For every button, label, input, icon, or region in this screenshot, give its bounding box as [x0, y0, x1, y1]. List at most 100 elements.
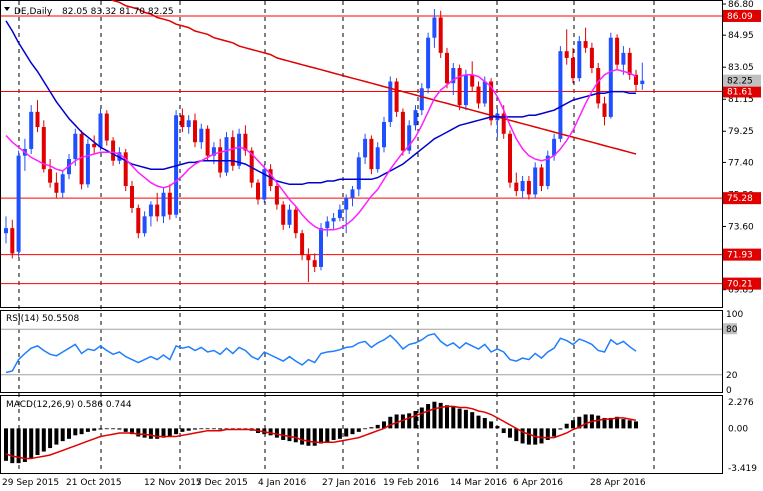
- price-tick-label: 86.80: [728, 0, 754, 10]
- macd-histogram-bar: [545, 428, 550, 440]
- rsi-indicator: [1, 328, 722, 376]
- macd-histogram-bar: [281, 428, 286, 440]
- chart-menu-arrow-icon[interactable]: [4, 7, 10, 11]
- bull-candle: [413, 110, 418, 126]
- bear-candle: [369, 138, 374, 170]
- macd-histogram-bar: [54, 428, 59, 445]
- macd-histogram-bar: [602, 417, 607, 429]
- bear-candle: [205, 128, 210, 156]
- bull-candle: [608, 37, 613, 117]
- macd-histogram-bar: [60, 428, 65, 442]
- price-level-badge-label: 70.21: [727, 280, 753, 290]
- macd-histogram-bar: [48, 428, 53, 449]
- bull-candle: [375, 147, 380, 170]
- ma-mid-line: [5, 20, 636, 186]
- bear-candle: [589, 47, 594, 69]
- bull-candle: [388, 81, 393, 122]
- bull-candle: [350, 189, 355, 198]
- macd-histogram-bar: [552, 428, 557, 437]
- macd-histogram-bar: [4, 428, 8, 461]
- macd-histogram-bar: [508, 428, 512, 438]
- candlestick-series: [4, 9, 645, 283]
- bull-candle: [4, 228, 8, 234]
- bull-candle: [337, 209, 342, 219]
- macd-histogram-bar: [41, 428, 46, 452]
- macd-histogram-bar: [564, 423, 569, 429]
- macd-histogram-bar: [526, 428, 531, 445]
- macd-histogram-bar: [85, 428, 90, 432]
- bull-candle: [161, 192, 166, 217]
- rsi-label: RSI(14) 50.5508: [6, 314, 79, 324]
- symbol-label: DE,Daily: [14, 7, 53, 17]
- y-axis-labels: 86.8084.9583.0581.1579.2577.4075.5073.60…: [722, 0, 761, 474]
- macd-histogram-bar: [350, 428, 355, 435]
- macd-tick-label: 2.276: [728, 398, 754, 408]
- bull-candle: [426, 37, 431, 89]
- macd-histogram-bar: [608, 417, 613, 429]
- bull-candle: [142, 216, 147, 234]
- bear-candle: [293, 209, 298, 234]
- macd-histogram-bar: [199, 428, 204, 430]
- bull-candle: [577, 41, 582, 79]
- bear-candle: [104, 113, 109, 141]
- macd-histogram-bar: [79, 428, 84, 435]
- bull-candle: [287, 209, 292, 225]
- bull-candle: [482, 81, 487, 104]
- macd-histogram-bar: [306, 428, 311, 446]
- macd-histogram-bar: [142, 428, 147, 438]
- macd-histogram-bar: [186, 428, 191, 431]
- price-level-badge-label: 86.09: [727, 12, 753, 22]
- bear-candle: [596, 68, 601, 104]
- price-tick-label: 69.85: [728, 286, 754, 296]
- bear-candle: [615, 37, 620, 65]
- macd-histogram-bar: [375, 424, 380, 429]
- price-level-badge-label: 81.61: [727, 87, 753, 97]
- bear-candle: [230, 137, 235, 166]
- macd-histogram-bar: [136, 428, 141, 437]
- price-tick-label: 79.25: [728, 127, 754, 137]
- macd-histogram-bar: [22, 428, 27, 462]
- macd-histogram-bar: [180, 428, 185, 432]
- bear-candle: [514, 182, 519, 192]
- bear-candle: [634, 74, 638, 85]
- bear-candle: [583, 41, 588, 48]
- rsi-tick-label: 80: [726, 325, 738, 335]
- macd-histogram-bar: [111, 428, 116, 430]
- macd-histogram-bar: [35, 428, 40, 456]
- macd-histogram-bar: [161, 428, 166, 438]
- vertical-grid: [18, 1, 655, 474]
- macd-histogram-bar: [400, 414, 405, 429]
- bull-candle: [98, 113, 103, 148]
- bear-candle: [92, 143, 97, 148]
- macd-histogram-bar: [363, 428, 368, 430]
- bull-candle: [319, 228, 323, 267]
- macd-panel-frame: [0, 395, 723, 474]
- macd-histogram-bar: [205, 428, 210, 430]
- bear-candle: [489, 81, 494, 121]
- bull-candle: [451, 68, 456, 84]
- bear-candle: [445, 52, 449, 84]
- bull-candle: [344, 197, 349, 210]
- bull-candle: [211, 147, 216, 156]
- price-level-badge: [723, 192, 761, 205]
- bear-candle: [470, 74, 475, 87]
- macd-histogram-bar: [382, 421, 386, 429]
- macd-histogram-bar: [476, 415, 481, 429]
- macd-histogram-bar: [98, 428, 103, 430]
- bear-candle: [180, 115, 185, 128]
- rsi-level-badge: [723, 323, 737, 335]
- macd-label: MACD(12,26,9) 0.586 0.744: [6, 400, 132, 410]
- rsi-tick-label: 100: [726, 310, 743, 320]
- bear-candle: [300, 233, 305, 256]
- bull-candle: [85, 143, 90, 185]
- macd-histogram-bar: [457, 408, 462, 429]
- date-label: 6 Apr 2016: [513, 478, 563, 488]
- macd-histogram-bar: [130, 428, 134, 435]
- macd-histogram-bar: [419, 407, 424, 429]
- macd-histogram-bar: [596, 415, 601, 429]
- price-tick-label: 84.95: [728, 31, 754, 41]
- bull-candle: [640, 80, 645, 85]
- bull-candle: [419, 88, 424, 111]
- macd-histogram-bar: [104, 428, 109, 430]
